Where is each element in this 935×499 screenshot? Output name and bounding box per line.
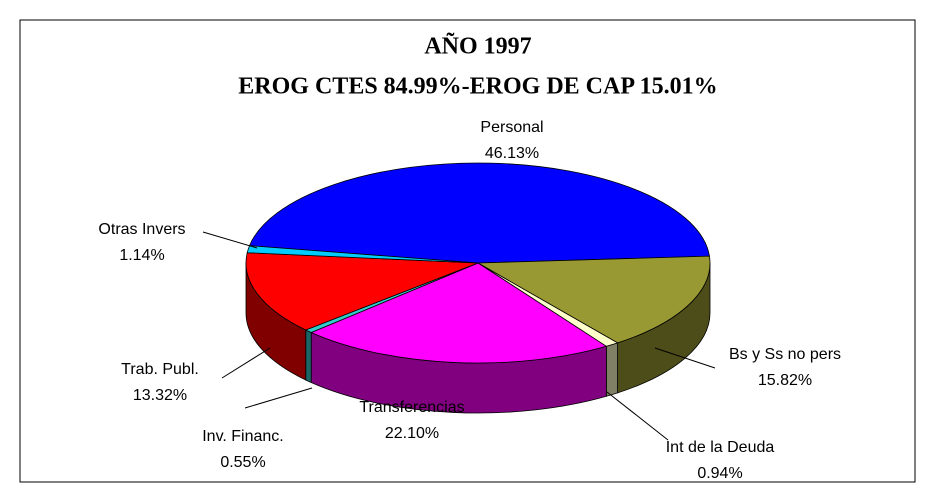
value-label: 1.14% [119,247,164,264]
value-label: 22.10% [385,425,439,442]
leader-line [202,231,258,249]
value-label: 0.55% [220,454,265,471]
leader-line [244,387,313,409]
slice-label: Transferencias [359,399,464,416]
value-label: 13.32% [133,387,187,404]
slice [310,262,608,364]
value-label: 15.82% [758,372,812,389]
value-label: 46.13% [485,145,539,162]
slice-label: Int de la Deuda [666,439,775,456]
chart-subtitle: EROG CTES 84.99%-EROG DE CAP 15.01% [238,74,717,100]
slice [245,252,479,331]
slice [248,162,710,264]
slice [476,255,711,344]
chart-title: AÑO 1997 [424,34,531,60]
slice-label: Otras Invers [98,221,185,238]
slice-side [605,342,618,397]
slice-label: Trab. Publ. [121,361,199,378]
value-label: 0.94% [697,465,742,482]
leader-line [654,347,716,369]
leader-line [606,391,669,441]
slice-side [305,329,312,384]
slice-label: Bs y Ss no pers [729,346,841,363]
slice-label: Personal [480,119,543,136]
leader-line [221,347,271,379]
slice-label: Inv. Financ. [202,428,284,445]
